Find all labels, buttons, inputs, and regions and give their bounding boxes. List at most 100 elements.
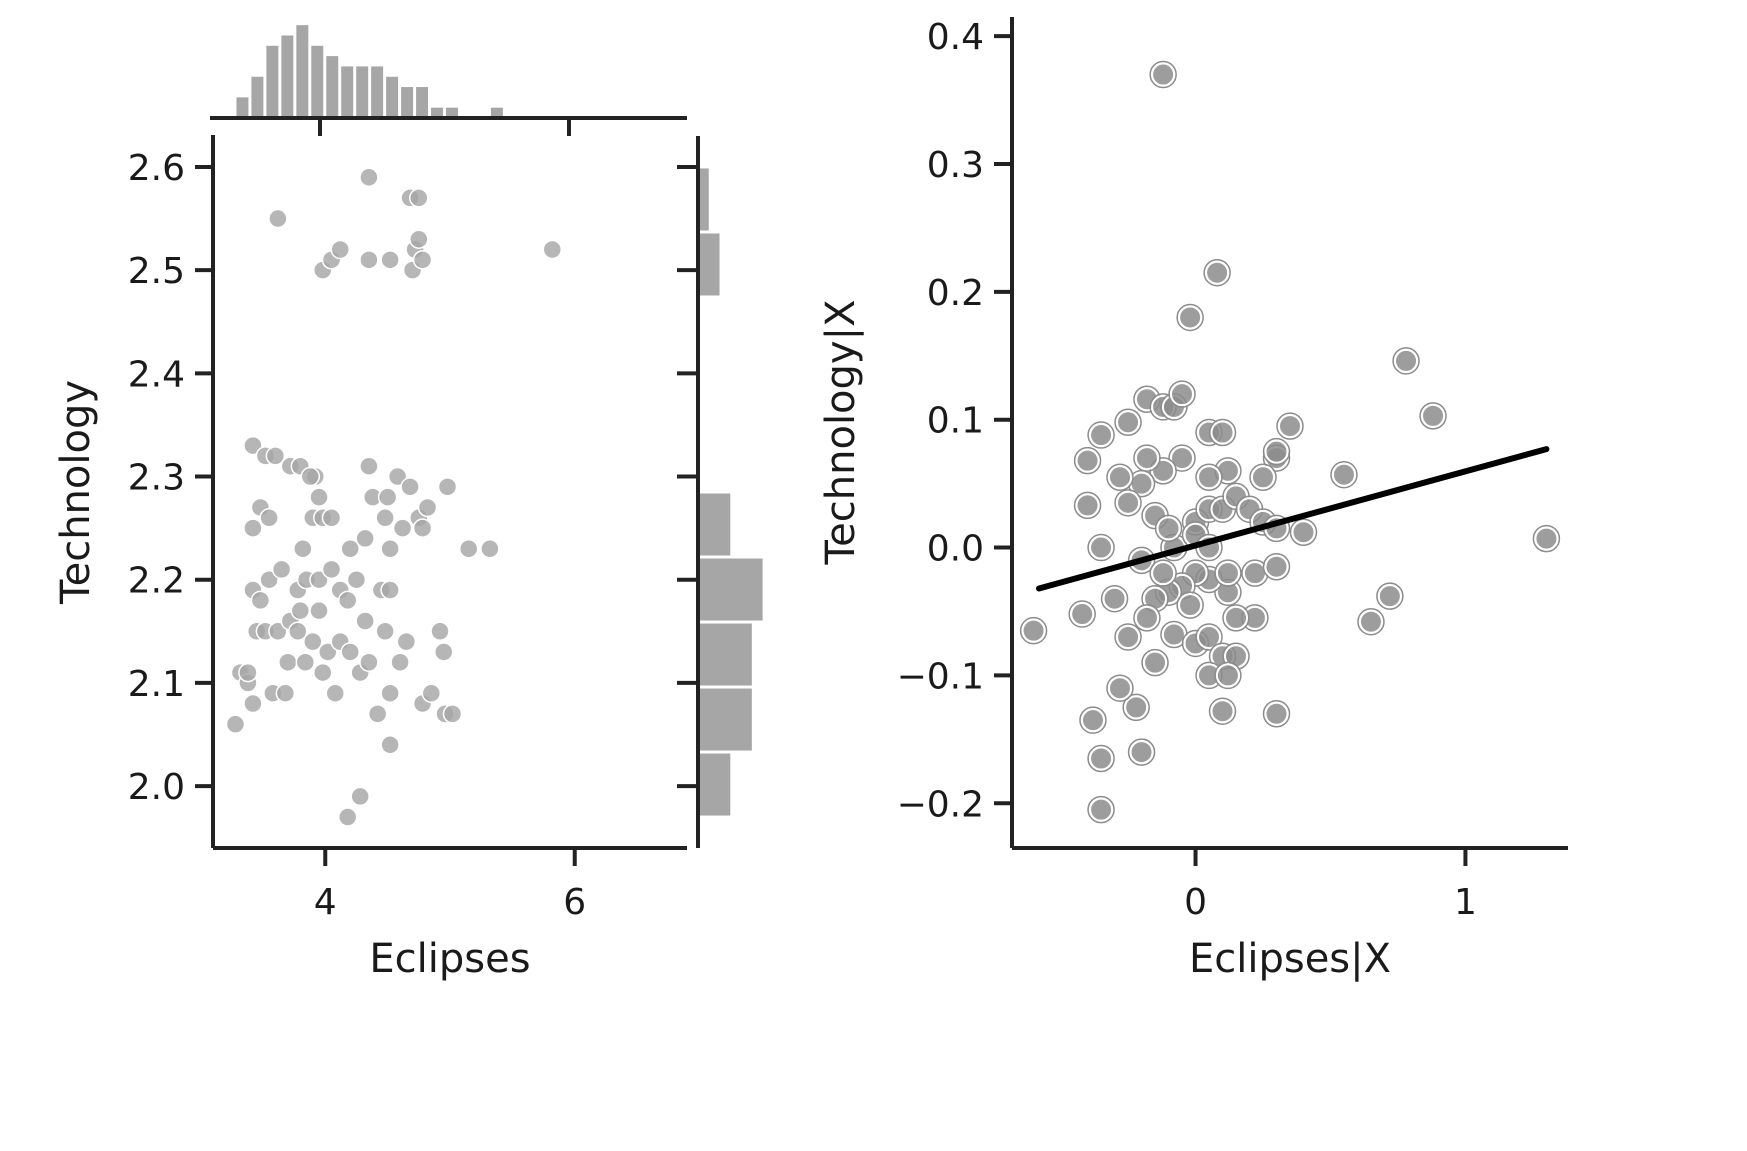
- joint-point-96: [542, 239, 563, 260]
- top-histogram-bar-6: [326, 56, 339, 118]
- partial-point-ring-25: [1122, 693, 1150, 722]
- joint-point-16: [309, 600, 329, 621]
- joint-point-87: [359, 250, 379, 270]
- partial-point-34: [1197, 625, 1222, 650]
- joint-point-68: [377, 487, 398, 507]
- joint-point-24: [367, 704, 388, 724]
- partial-point-ring-18: [1392, 347, 1420, 375]
- partial-point-ring-77: [1376, 582, 1404, 610]
- top-histogram-bar-17: [490, 107, 503, 118]
- joint-point-78: [300, 466, 321, 487]
- top-histogram-bar-14: [446, 107, 458, 118]
- partial-point-ring-49: [1133, 604, 1161, 632]
- partial-point-28: [1089, 746, 1114, 771]
- partial-point-ring-12: [1168, 380, 1196, 408]
- partial-y-ticks: −0.2 −0.1 0.0 0.1 0.2 0.3 0.4: [897, 17, 1012, 825]
- partial-point-ring-50: [1149, 559, 1177, 587]
- partial-point-ring-79: [1176, 591, 1204, 619]
- joint-point-91: [412, 250, 433, 270]
- joint-point-61: [380, 539, 400, 559]
- joint-point-37: [337, 807, 358, 827]
- joint-point-13: [290, 600, 311, 621]
- partial-point-74: [1242, 561, 1267, 586]
- joint-point-39: [250, 590, 271, 611]
- right-histogram-bars: [699, 168, 763, 816]
- joint-ytick-label-2-1: 2.1: [128, 664, 185, 705]
- partial-point-ring-23: [1100, 584, 1129, 613]
- partial-ytick-label-0-2: −0.2: [897, 784, 984, 825]
- partial-point-4: [1089, 423, 1114, 448]
- partial-ytick-label-0-2: 0.2: [927, 273, 984, 314]
- partial-point-2: [1178, 305, 1203, 330]
- top-marginal-histogram: [210, 25, 687, 136]
- joint-point-82: [480, 539, 500, 559]
- partial-point-59: [1291, 520, 1316, 545]
- partial-point-ring-38: [1214, 661, 1242, 690]
- top-histogram-bar-7: [341, 66, 354, 118]
- joint-point-65: [417, 497, 438, 518]
- partial-point-49: [1134, 605, 1159, 630]
- partial-point-ring-1: [1203, 258, 1231, 287]
- joint-y-ticks: 2.0 2.1 2.2 2.3 2.4 2.5 2.6: [128, 148, 213, 808]
- partial-point-76: [1358, 609, 1383, 634]
- joint-point-52: [243, 518, 263, 538]
- joint-point-95: [409, 188, 429, 208]
- joint-point-62: [392, 518, 413, 538]
- joint-point-49: [355, 611, 375, 631]
- partial-point-5: [1116, 410, 1141, 435]
- joint-point-60: [355, 528, 375, 549]
- partial-point-25: [1124, 695, 1149, 720]
- partial-scatter-points: [1019, 60, 1561, 824]
- joint-point-88: [380, 250, 400, 270]
- top-histogram-bar-4: [296, 25, 309, 118]
- partial-point-ring-24: [1114, 623, 1142, 651]
- partial-point-ring-39: [1208, 697, 1237, 725]
- partial-point-66: [1134, 446, 1159, 471]
- partial-point-ring-26: [1106, 674, 1134, 702]
- top-histogram-bar-1: [251, 76, 264, 118]
- joint-point-30: [421, 683, 442, 703]
- partial-point-ring-6: [1073, 491, 1102, 520]
- partial-point-12: [1170, 382, 1195, 407]
- joint-point-17: [313, 662, 333, 683]
- joint-y-axis-label: Technology: [53, 380, 99, 605]
- joint-point-36: [350, 786, 370, 807]
- joint-point-26: [380, 683, 400, 703]
- partial-point-75: [1264, 554, 1289, 579]
- partial-point-22: [1070, 602, 1095, 627]
- joint-point-69: [387, 466, 408, 487]
- partial-point-14: [1210, 420, 1235, 445]
- partial-point-ring-29: [1087, 795, 1115, 824]
- joint-point-12: [288, 621, 308, 642]
- joint-point-40: [259, 569, 279, 590]
- partial-point-20: [1534, 526, 1559, 551]
- regression-fit-line: [1035, 446, 1550, 592]
- partial-x-axis-label: Eclipses|X: [1189, 936, 1391, 982]
- joint-point-66: [375, 508, 395, 528]
- partial-point-50: [1151, 561, 1176, 586]
- partial-point-ring-60: [1249, 463, 1277, 491]
- top-histogram-bar-12: [416, 87, 429, 118]
- joint-point-34: [442, 704, 463, 724]
- joint-point-35: [380, 735, 400, 755]
- joint-point-86: [330, 239, 350, 260]
- joint-point-83: [268, 208, 288, 229]
- top-histogram-bar-11: [401, 87, 414, 118]
- top-histogram-bars: [236, 25, 503, 119]
- partial-point-18: [1394, 348, 1419, 373]
- top-histogram-bar-13: [431, 107, 444, 118]
- partial-point-0: [1151, 62, 1176, 87]
- partial-point-ring-63: [1195, 463, 1223, 491]
- joint-point-58: [321, 508, 342, 528]
- joint-point-93: [359, 167, 379, 188]
- joint-point-14: [295, 652, 316, 673]
- partial-point-ring-22: [1068, 600, 1096, 628]
- partial-point-73: [1215, 561, 1240, 586]
- partial-ytick-label-0-0: 0.0: [927, 529, 984, 570]
- partial-point-30: [1129, 740, 1154, 765]
- joint-point-0: [225, 714, 246, 734]
- joint-point-59: [340, 539, 360, 559]
